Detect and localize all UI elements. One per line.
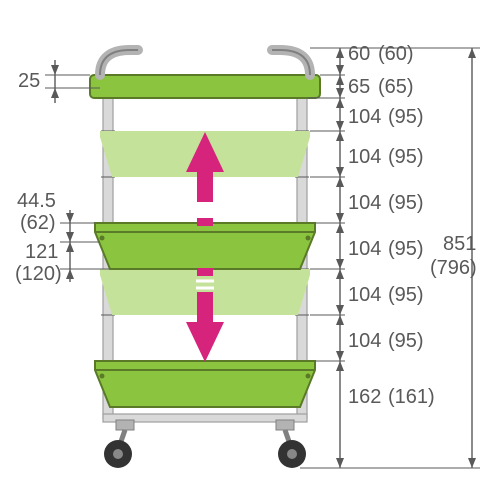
dim-handle-p: 60 (348, 43, 370, 65)
caster-left (104, 420, 134, 468)
dim-lb-p: 121 (25, 241, 58, 263)
dim-s3-p: 104 (348, 192, 381, 214)
dim-s6-s: (95) (388, 330, 424, 352)
dim-lb-s: (120) (15, 263, 62, 285)
dim-stack-right: 60 (60) 65 (65) 104 (95) 104 (95) 104 (9… (300, 43, 480, 468)
solid-tray-bottom (95, 361, 315, 407)
dim-s4-s: (95) (388, 238, 424, 260)
solid-tray-top (90, 75, 320, 98)
dim-bot-p: 162 (348, 386, 381, 408)
solid-tray-middle (95, 223, 315, 269)
dim-s1-p: 104 (348, 106, 381, 128)
dim-s5-p: 104 (348, 284, 381, 306)
handle-left (100, 50, 138, 75)
dim-left-stack: 44.5 (62) 121 (120) (15, 190, 110, 285)
dim-bot-s: (161) (388, 386, 435, 408)
dim-total-s: (796) (430, 257, 477, 279)
dim-s2-s: (95) (388, 146, 424, 168)
dim-s3-s: (95) (388, 192, 424, 214)
dim-s1-s: (95) (388, 106, 424, 128)
dim-total-p: 851 (443, 233, 476, 255)
dim-s5-s: (95) (388, 284, 424, 306)
dim-handle-s: (60) (378, 43, 414, 65)
dim-25: 25 (18, 70, 40, 92)
dim-s4-p: 104 (348, 238, 381, 260)
caster-right (276, 420, 306, 468)
dim-s2-p: 104 (348, 146, 381, 168)
dim-top-offset: 25 (18, 60, 100, 103)
handle-right (272, 50, 310, 75)
cart-dimension-diagram: 60 (60) 65 (65) 104 (95) 104 (95) 104 (9… (0, 0, 500, 500)
dim-s6-p: 104 (348, 330, 381, 352)
dim-la-s: (62) (20, 212, 56, 234)
dim-la-p: 44.5 (17, 190, 56, 212)
dim-toprail-s: (65) (378, 76, 414, 98)
dim-toprail-p: 65 (348, 76, 370, 98)
